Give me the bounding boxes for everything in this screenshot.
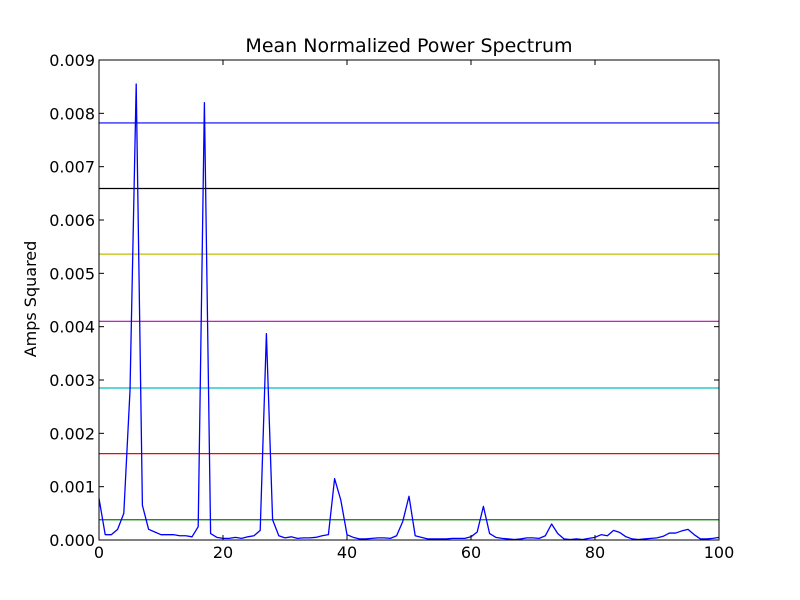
x-tick-label: 0 — [94, 543, 104, 562]
y-tick-label: 0.001 — [49, 478, 95, 497]
x-tick-label: 60 — [461, 543, 481, 562]
x-tick-label: 80 — [585, 543, 605, 562]
y-axis-label: Amps Squared — [21, 241, 40, 358]
x-tick-label: 20 — [213, 543, 233, 562]
y-tick-label: 0.007 — [49, 158, 95, 177]
y-tick-label: 0.006 — [49, 211, 95, 230]
y-tick-label: 0.002 — [49, 424, 95, 443]
y-tick-label: 0.003 — [49, 371, 95, 390]
series-line-0 — [98, 83, 720, 541]
plot-area: 0 20 40 60 80 100 0.000 0.001 0.002 0.003 0.004 0.0… — [49, 51, 734, 562]
y-tick-label: 0.004 — [49, 318, 95, 337]
y-tick-label: 0.000 — [49, 531, 95, 550]
chart-title: Mean Normalized Power Spectrum — [245, 35, 572, 57]
plot-frame — [98, 59, 720, 541]
y-tick-label: 0.005 — [49, 264, 95, 283]
x-tick-label: 100 — [704, 543, 735, 562]
y-tick-label: 0.009 — [49, 51, 95, 70]
x-tick-label: 40 — [337, 543, 357, 562]
y-tick-label: 0.008 — [49, 104, 95, 123]
